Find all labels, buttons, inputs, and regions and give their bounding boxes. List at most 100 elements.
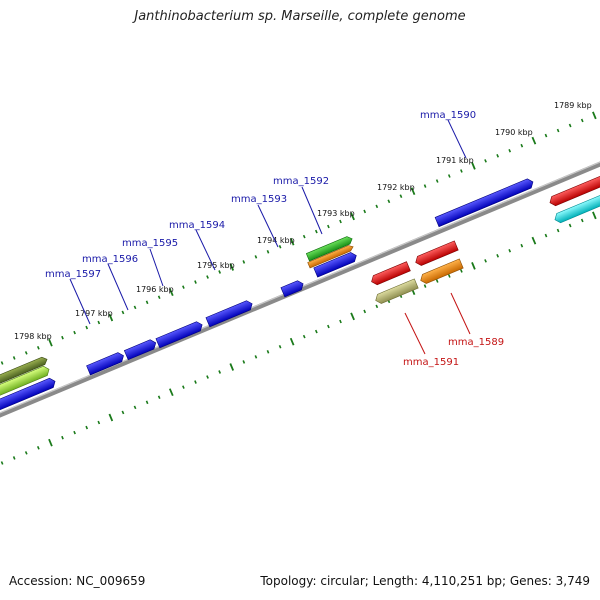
kbp-label: 1796 kbp [136,285,174,294]
minor-tick [194,380,197,384]
minor-tick [314,229,318,234]
minor-tick [266,350,270,354]
minor-tick [447,174,451,178]
minor-tick [182,285,185,289]
major-tick [108,413,114,422]
minor-tick [556,228,560,233]
minor-tick [508,248,512,253]
minor-tick [0,461,4,465]
minor-tick [339,319,342,324]
kbp-labels: 1789 kbp 1790 kbp 1791 kbp 1792 kbp 1793… [14,101,592,341]
minor-tick [568,223,572,228]
minor-tick [339,219,342,224]
major-tick [410,187,416,196]
minor-tick [85,425,89,430]
minor-tick [0,361,4,365]
kbp-label: 1795 kbp [197,261,235,270]
gene-label-mma-1590: mma_1590 [420,110,476,121]
minor-tick [12,356,16,360]
minor-tick [278,344,282,349]
gene-label-mma-1592: mma_1592 [273,176,329,187]
minor-tick [423,184,427,188]
gene-blue-left[interactable] [0,377,57,418]
minor-tick [36,445,40,450]
minor-tick [363,209,367,214]
gene-label-mma-1597: mma_1597 [45,269,101,280]
kbp-label: 1793 kbp [317,209,355,218]
major-tick [229,263,235,271]
major-tick [229,363,235,371]
major-tick [350,212,355,221]
kbp-label: 1789 kbp [554,101,592,110]
gene-label-mma-1593: mma_1593 [231,194,287,205]
gene-lightgreen-left[interactable] [0,365,51,403]
genome-summary-text: Topology: circular; Length: 4,110,251 bp… [260,574,590,588]
gene-mma-1597[interactable] [86,351,126,376]
gene-mma-1590[interactable] [434,177,535,228]
minor-tick [145,300,149,305]
minor-tick [254,355,258,359]
minor-tick [460,269,463,273]
minor-tick [375,204,379,209]
minor-tick [61,435,64,440]
gene-mma-1592[interactable] [313,251,358,278]
major-tick [168,388,174,397]
gene-mma-1589[interactable] [419,258,464,285]
minor-tick [375,304,379,309]
gene-features [0,168,600,418]
gene-mma-1591[interactable] [374,278,419,305]
minor-tick [278,244,282,249]
minor-tick [460,169,463,173]
minor-tick [242,360,246,364]
minor-tick [327,224,330,229]
major-tick [350,312,355,321]
kbp-label: 1791 kbp [436,156,474,165]
major-tick [531,136,537,145]
minor-tick [327,324,330,329]
minor-tick [194,280,197,284]
gene-cyan-right[interactable] [553,185,600,225]
minor-tick [266,250,270,254]
major-tick [471,162,476,170]
gene-mma-1592-orange[interactable] [307,244,355,269]
gene-mma-1592-green[interactable] [305,235,353,262]
minor-tick [73,330,76,335]
minor-tick [97,420,101,425]
kbp-label: 1798 kbp [14,332,52,341]
gene-label-mma-1589: mma_1589 [448,337,504,348]
minor-tick [145,400,149,405]
minor-tick [314,329,318,334]
gene-red-right[interactable] [548,168,600,208]
minor-tick [157,295,161,300]
gene-mma-1595[interactable] [155,320,204,349]
gene-label-mma-1591: mma_1591 [403,357,459,368]
gene-darkolive-left[interactable] [0,356,49,392]
major-tick [592,111,597,120]
gene-red-1[interactable] [370,261,411,287]
gene-mma-1594[interactable] [205,299,254,328]
outer-tick-scale [0,111,597,365]
minor-tick [435,279,439,283]
minor-tick [61,335,64,340]
minor-tick [12,456,16,460]
gene-labels: mma_1590 mma_1592 mma_1593 mma_1594 mma_… [45,110,504,368]
minor-tick [302,234,306,239]
minor-tick [423,284,427,288]
kbp-label: 1792 kbp [377,183,415,192]
minor-tick [133,405,137,410]
minor-tick [484,159,487,163]
minor-tick [73,430,76,435]
gene-label-mma-1594: mma_1594 [169,220,225,231]
minor-tick [242,260,246,264]
minor-tick [447,274,451,278]
inner-tick-scale [0,211,597,465]
major-tick [168,288,174,297]
gene-red-2[interactable] [414,240,459,267]
minor-tick [435,179,439,183]
minor-tick [302,334,306,339]
minor-tick [121,310,125,315]
gene-mma-1593[interactable] [280,279,305,298]
major-tick [592,211,597,220]
gene-mma-1596[interactable] [123,338,157,361]
major-tick [289,237,295,246]
